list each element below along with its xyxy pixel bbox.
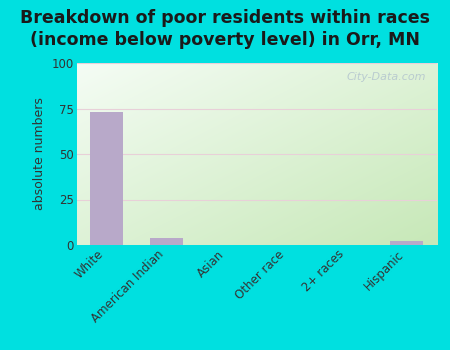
Y-axis label: absolute numbers: absolute numbers: [33, 98, 46, 210]
Bar: [90, 112, 123, 245]
Text: Breakdown of poor residents within races
(income below poverty level) in Orr, MN: Breakdown of poor residents within races…: [20, 9, 430, 49]
Text: City-Data.com: City-Data.com: [346, 72, 426, 82]
Bar: [390, 241, 423, 245]
Bar: [150, 238, 183, 245]
